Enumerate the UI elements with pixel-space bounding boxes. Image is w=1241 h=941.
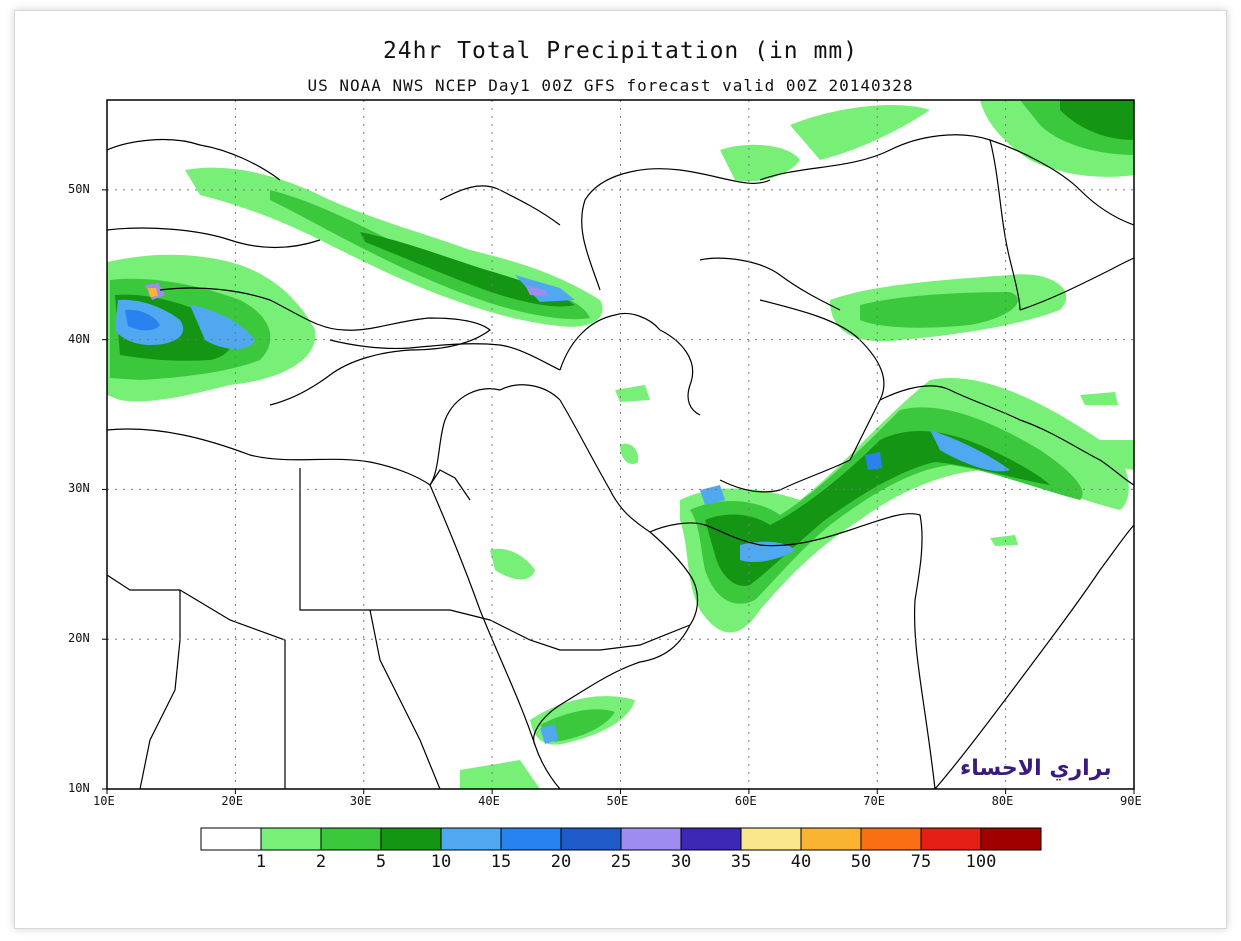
precip-kazakh-tianshan (830, 274, 1067, 342)
lon-tick-label: 20E (221, 794, 244, 808)
colorbar-swatch (620, 827, 682, 851)
colorbar-swatch (440, 827, 502, 851)
watermark-text: براري الاحساء (960, 756, 1112, 781)
colorbar-label: 50 (850, 852, 872, 872)
map-subtitle: US NOAA NWS NCEP Day1 00Z GFS forecast v… (307, 76, 914, 95)
colorbar-label: 20 (550, 852, 572, 872)
colorbar-label: 15 (490, 852, 512, 872)
precip-europe-balkans (107, 254, 316, 402)
colorbar-swatch (320, 827, 382, 851)
colorbar-swatch (800, 827, 862, 851)
precip-yemen (530, 696, 635, 745)
colorbar-swatch (260, 827, 322, 851)
precip-arabia-misc (460, 385, 1134, 789)
map-gridlines (107, 100, 1134, 789)
lon-tick-label: 90E (1120, 794, 1142, 808)
colorbar-swatch (560, 827, 622, 851)
colorbar-label: 2 (315, 852, 327, 872)
map-title: 24hr Total Precipitation (in mm) (382, 38, 859, 64)
colorbar-label: 100 (965, 852, 997, 872)
colorbar-swatch (860, 827, 922, 851)
colorbar-swatch (380, 827, 442, 851)
colorbar-swatch (740, 827, 802, 851)
colorbar-label: 35 (730, 852, 752, 872)
colorbar-swatch (980, 827, 1042, 851)
colorbar-label: 75 (910, 852, 932, 872)
colorbar-label: 5 (375, 852, 387, 872)
colorbar-label: 30 (670, 852, 692, 872)
lon-tick-label: 30E (349, 794, 372, 808)
colorbar (200, 827, 1042, 851)
axis-ticks (102, 189, 1135, 794)
lon-tick-label: 70E (863, 794, 885, 808)
precip-afghanistan-pakistan (680, 378, 1129, 633)
colorbar-label: 25 (610, 852, 632, 872)
lon-tick-label: 50E (606, 794, 629, 808)
colorbar-swatch (200, 827, 262, 851)
precip-eastern-europe-band (185, 167, 603, 327)
lat-tick-label: 20N (68, 631, 90, 646)
colorbar-swatch (680, 827, 742, 851)
colorbar-swatch (920, 827, 982, 851)
lon-tick-label: 80E (991, 794, 1014, 808)
lon-tick-label: 60E (734, 794, 757, 808)
colorbar-label: 10 (430, 852, 452, 872)
lon-tick-label: 10E (93, 794, 115, 808)
lat-tick-label: 40N (68, 331, 90, 346)
lon-tick-label: 40E (478, 794, 500, 808)
lat-tick-label: 30N (68, 481, 90, 496)
map-area (107, 100, 1134, 789)
lat-tick-label: 50N (68, 181, 90, 196)
colorbar-label: 40 (790, 852, 812, 872)
lat-tick-label: 10N (68, 781, 90, 795)
colorbar-label: 1 (255, 852, 267, 872)
colorbar-swatch (500, 827, 562, 851)
precip-central-asia-north (720, 100, 1134, 182)
